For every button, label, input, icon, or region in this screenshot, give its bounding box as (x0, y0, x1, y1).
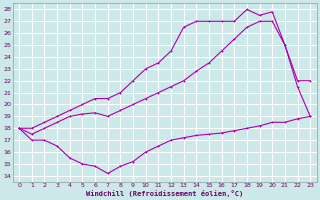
X-axis label: Windchill (Refroidissement éolien,°C): Windchill (Refroidissement éolien,°C) (86, 190, 243, 197)
